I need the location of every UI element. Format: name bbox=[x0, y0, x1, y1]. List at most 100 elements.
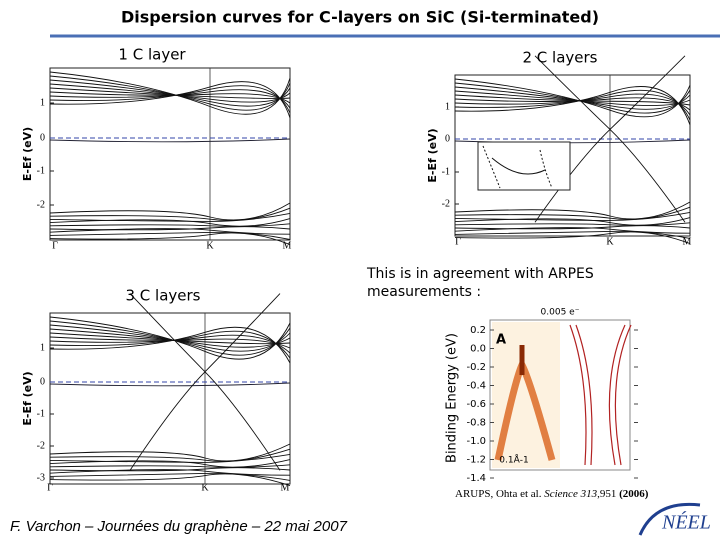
plot-frame bbox=[454, 74, 691, 237]
cone-curve bbox=[609, 129, 686, 223]
y-tick-label: -2 bbox=[37, 199, 45, 210]
band-curve bbox=[49, 469, 291, 476]
cone-curve bbox=[129, 293, 206, 373]
plot-frame bbox=[49, 67, 291, 241]
y-tick-label: -0.4 bbox=[466, 381, 486, 392]
band-curve bbox=[454, 217, 691, 226]
band-curve bbox=[454, 201, 691, 220]
band-curve bbox=[49, 324, 291, 352]
y-tick-label: 0 bbox=[445, 133, 450, 144]
arpes-panel bbox=[489, 319, 638, 479]
band-curve bbox=[49, 79, 291, 107]
band-curve bbox=[454, 86, 691, 110]
band-curve bbox=[49, 316, 291, 360]
y-tick-label: -1.4 bbox=[466, 473, 486, 484]
plot-frame bbox=[49, 312, 291, 485]
arpes-panel-letter: A bbox=[496, 333, 506, 348]
x-tick-label: Γ bbox=[455, 236, 461, 247]
y-axis-label: E-Ef (eV) bbox=[21, 127, 34, 181]
panel-label: 2 C layers bbox=[523, 49, 598, 67]
band-curve bbox=[49, 320, 291, 356]
arpes-model bbox=[569, 324, 626, 466]
band-curve bbox=[454, 90, 691, 107]
x-tick-label: Γ bbox=[52, 240, 58, 251]
cone-curve bbox=[609, 55, 686, 130]
band-curve bbox=[49, 330, 291, 359]
panel-label: 1 C layer bbox=[118, 46, 186, 64]
band-curve bbox=[49, 85, 291, 114]
caption-part: (2006) bbox=[619, 488, 649, 500]
band-curve bbox=[49, 473, 291, 487]
band-curve bbox=[49, 464, 291, 468]
band-panel bbox=[49, 67, 291, 246]
band-curve bbox=[454, 89, 691, 121]
cone-curve bbox=[534, 55, 611, 130]
band-curve bbox=[49, 218, 291, 227]
y-tick-label: -1.0 bbox=[466, 436, 486, 447]
arpes-top-label: 0.005 e⁻ bbox=[541, 308, 580, 318]
band-curve bbox=[49, 443, 291, 462]
band-curve bbox=[49, 89, 291, 109]
band-curve bbox=[49, 232, 291, 246]
band-curve bbox=[454, 78, 691, 118]
footer: F. Varchon – Journées du graphène – 22 m… bbox=[10, 518, 348, 535]
arpes-y-axis-label: Binding Energy (eV) bbox=[445, 333, 460, 463]
band-curve bbox=[49, 71, 291, 115]
y-axis-label: E-Ef (eV) bbox=[21, 371, 34, 425]
band-curve bbox=[454, 230, 691, 239]
y-tick-label: 1 bbox=[40, 342, 45, 353]
arpes-caption: ARUPS, Ohta et al. Science 313,951 (2006… bbox=[455, 488, 649, 500]
band-curve bbox=[49, 83, 291, 103]
logo-text: NÉEL bbox=[661, 511, 711, 534]
caption-part: ,951 bbox=[597, 488, 619, 500]
band-curve bbox=[49, 228, 291, 235]
band-panel bbox=[49, 293, 291, 487]
band-curve bbox=[49, 336, 291, 349]
y-tick-label: 0.0 bbox=[470, 344, 486, 355]
band-curve bbox=[49, 75, 291, 111]
caption-part: ARUPS, Ohta et al. bbox=[455, 488, 544, 500]
band-curve bbox=[49, 472, 291, 481]
y-tick-label: -0.8 bbox=[466, 418, 486, 429]
caption-part: Science 313 bbox=[544, 488, 597, 500]
x-tick-label: K bbox=[206, 240, 214, 251]
y-tick-label: -1.2 bbox=[466, 455, 486, 466]
band-curve bbox=[49, 81, 291, 119]
y-tick-label: -2 bbox=[37, 440, 45, 451]
band-curve bbox=[454, 82, 691, 114]
y-tick-label: -2 bbox=[442, 198, 450, 209]
cone-curve bbox=[129, 371, 206, 471]
band-curve bbox=[49, 326, 291, 364]
band-panel bbox=[454, 55, 691, 245]
cone-curve bbox=[204, 293, 281, 373]
inset-curve bbox=[482, 145, 553, 189]
x-tick-label: K bbox=[606, 236, 614, 247]
band-curve bbox=[454, 227, 691, 234]
band-curve bbox=[454, 231, 691, 245]
y-tick-label: -1 bbox=[442, 166, 450, 177]
panel-label: 3 C layers bbox=[126, 287, 201, 305]
x-tick-label: M bbox=[281, 482, 290, 493]
band-curve bbox=[454, 93, 691, 116]
band-curve bbox=[49, 328, 291, 348]
band-curve bbox=[454, 86, 691, 126]
y-tick-label: -1 bbox=[37, 408, 45, 419]
y-tick-label: -0.2 bbox=[466, 362, 486, 373]
band-curve bbox=[49, 332, 291, 345]
y-tick-label: -0.6 bbox=[466, 399, 486, 410]
x-tick-label: M bbox=[283, 240, 292, 251]
band-curve bbox=[49, 382, 291, 387]
band-curve bbox=[49, 87, 291, 99]
band-curve bbox=[454, 94, 691, 106]
y-tick-label: 0 bbox=[40, 376, 45, 387]
band-curve bbox=[49, 202, 291, 221]
band-curve bbox=[454, 97, 691, 111]
slide-title: Dispersion curves for C-layers on SiC (S… bbox=[121, 8, 599, 27]
band-curve bbox=[49, 459, 291, 468]
y-tick-label: 1 bbox=[40, 97, 45, 108]
arpes-scale: 0.1Å-1 bbox=[499, 454, 528, 466]
x-tick-label: M bbox=[683, 236, 692, 247]
y-tick-label: 1 bbox=[445, 101, 450, 112]
band-curve bbox=[49, 448, 291, 462]
